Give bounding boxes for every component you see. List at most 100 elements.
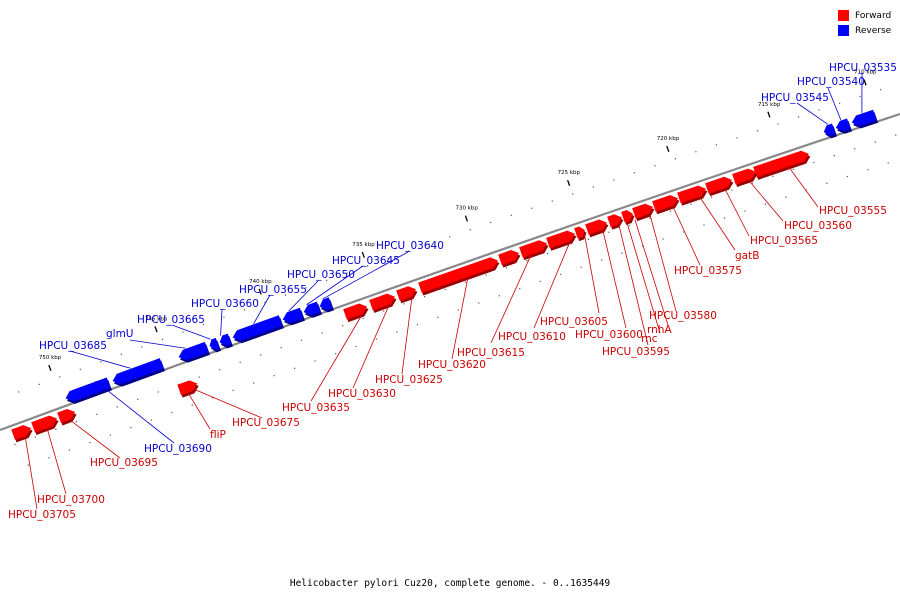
- gene-label-hpcu_03600[interactable]: HPCU_03600: [575, 329, 643, 341]
- scale-ticks: 710 kbp 715 kbp 720 kbp 725 kbp 730 kbp 735 k…: [39, 70, 877, 371]
- gene-arrow-rnha[interactable]: [621, 210, 633, 223]
- gene-label-hpcu_03650[interactable]: HPCU_03650: [287, 269, 355, 281]
- gene-label-hpcu_03685[interactable]: HPCU_03685: [39, 340, 107, 352]
- scale-dot: [161, 338, 163, 341]
- gene-label-hpcu_03630[interactable]: HPCU_03630: [328, 388, 396, 400]
- gene-label-flip[interactable]: fliP: [210, 429, 226, 441]
- gene-label-hpcu_03645[interactable]: HPCU_03645: [332, 255, 400, 267]
- gene-arrow-hpcu_03555[interactable]: [753, 150, 809, 178]
- gene-label-hpcu_03625[interactable]: HPCU_03625: [375, 374, 443, 386]
- leader-line: [748, 180, 784, 222]
- gene-arrow-hpcu_03640[interactable]: [319, 297, 333, 310]
- scale-dot: [649, 217, 651, 219]
- scale-dot: [243, 309, 246, 311]
- gene-label-hpcu_03605[interactable]: HPCU_03605: [540, 316, 608, 328]
- tick-label: 750 kbp: [39, 355, 62, 361]
- gene-label-hpcu_03700[interactable]: HPCU_03700: [37, 494, 105, 506]
- gene-arrow-hpcu_03665[interactable]: [209, 337, 220, 350]
- gene-arrow-hpcu_03620[interactable]: [418, 257, 498, 294]
- gene-arrow-hpcu_03580[interactable]: [632, 203, 653, 219]
- gene-arrow-hpcu_03540[interactable]: [835, 118, 851, 132]
- tick-mark: [666, 145, 670, 152]
- scale-dot: [621, 252, 623, 254]
- gene-label-hpcu_03660[interactable]: HPCU_03660: [191, 298, 259, 310]
- gene-arrow-hpcu_03535[interactable]: [851, 109, 877, 126]
- gene-arrow-hpcu_03560[interactable]: [732, 168, 756, 185]
- scale-dot: [294, 367, 296, 369]
- gene-arrow-hpcu_03545[interactable]: [823, 123, 836, 136]
- gene-label-hpcu_03635[interactable]: HPCU_03635: [282, 402, 350, 414]
- gene-arrow-hpcu_03595[interactable]: [585, 219, 607, 235]
- gene-label-hpcu_03675[interactable]: HPCU_03675: [232, 417, 300, 429]
- tick-mark: [361, 251, 365, 258]
- scale-dot: [223, 316, 225, 318]
- gene-label-hpcu_03555[interactable]: HPCU_03555: [819, 205, 887, 217]
- gene-arrow-hpcu_03575[interactable]: [652, 195, 678, 212]
- gene-label-hpcu_03655[interactable]: HPCU_03655: [239, 284, 307, 296]
- scale-dot: [792, 168, 794, 171]
- gene-arrow-rnc[interactable]: [607, 214, 622, 228]
- leader-line: [827, 87, 842, 121]
- leader-line: [352, 305, 390, 389]
- gene-label-rnc[interactable]: rnc: [641, 333, 658, 345]
- gene-arrow-hpcu_03645[interactable]: [303, 301, 321, 316]
- gene-label-hpcu_03690[interactable]: HPCU_03690: [144, 443, 212, 455]
- gene-arrow-hpcu_03650[interactable]: [282, 307, 304, 323]
- scale-dot: [68, 449, 71, 451]
- gene-arrow-hpcu_03600[interactable]: [574, 226, 585, 239]
- scale-dot: [485, 274, 487, 276]
- gene-label-hpcu_03615[interactable]: HPCU_03615: [457, 347, 525, 359]
- gene-label-hpcu_03620[interactable]: HPCU_03620: [418, 359, 486, 371]
- leader-line: [401, 296, 413, 375]
- gene-label-hpcu_03565[interactable]: HPCU_03565: [750, 235, 818, 247]
- gene-arrow-hpcu_03610[interactable]: [519, 240, 547, 258]
- gene-arrow-hpcu_03660[interactable]: [219, 333, 232, 346]
- gene-arrow-hpcu_03625[interactable]: [396, 286, 416, 301]
- gene-label-hpcu_03580[interactable]: HPCU_03580: [649, 310, 717, 322]
- leader-line: [788, 166, 819, 208]
- gene-label-gatb[interactable]: gatB: [735, 250, 759, 262]
- gene-arrow-hpcu_03630[interactable]: [369, 293, 396, 311]
- gene-label-hpcu_03545[interactable]: HPCU_03545: [761, 92, 829, 104]
- gene-arrow-hpcu_03675[interactable]: [177, 380, 198, 396]
- gene-label-hpcu_03665[interactable]: HPCU_03665: [137, 314, 205, 326]
- gene-arrow-hpcu_03690[interactable]: [65, 377, 111, 402]
- scale-dot: [797, 116, 800, 118]
- gene-arrow-hpcu_03565[interactable]: [705, 176, 732, 194]
- gene-arrow-hpcu_03605[interactable]: [546, 230, 575, 249]
- gene-label-hpcu_03575[interactable]: HPCU_03575: [674, 265, 742, 277]
- scale-dot: [137, 398, 139, 401]
- gene-arrow-hpcu_03700[interactable]: [31, 415, 58, 433]
- scale-dot: [587, 238, 590, 240]
- gene-arrow-gatb[interactable]: [677, 185, 706, 204]
- scale-dot: [751, 182, 753, 184]
- scale-dot: [690, 203, 692, 205]
- gene-arrow-hpcu_03635[interactable]: [343, 303, 368, 320]
- gene-label-rnha[interactable]: rnhA: [647, 324, 672, 336]
- gene-arrow-hpcu_03705[interactable]: [11, 425, 32, 440]
- gene-label-hpcu_03705[interactable]: HPCU_03705: [8, 509, 76, 521]
- gene-label-hpcu_03535[interactable]: HPCU_03535: [829, 62, 897, 74]
- scale-dot: [539, 280, 541, 283]
- scale-dot: [826, 182, 828, 185]
- scale-dot: [202, 323, 205, 326]
- gene-label-hpcu_03640[interactable]: HPCU_03640: [376, 240, 444, 252]
- gene-arrow-hpcu_03685[interactable]: [112, 358, 164, 385]
- scale-dot: [669, 210, 672, 212]
- gene-arrow-hpcu_03695[interactable]: [57, 408, 76, 423]
- scale-dot: [387, 257, 389, 260]
- leader-line: [649, 214, 677, 312]
- scale-dot: [710, 196, 713, 198]
- gene-arrow-glmu[interactable]: [178, 341, 209, 361]
- leader-line: [699, 196, 736, 251]
- gene-label-hpcu_03610[interactable]: HPCU_03610: [498, 331, 566, 343]
- legend-label-reverse: Reverse: [855, 25, 892, 36]
- leader-line: [69, 350, 131, 369]
- gene-label-glmu[interactable]: glmU: [106, 328, 134, 340]
- gene-arrow-hpcu_03615[interactable]: [498, 250, 519, 265]
- gene-label-hpcu_03695[interactable]: HPCU_03695: [90, 457, 158, 469]
- gene-label-hpcu_03595[interactable]: HPCU_03595: [602, 346, 670, 358]
- gene-arrow-hpcu_03655[interactable]: [232, 315, 283, 341]
- gene-label-hpcu_03560[interactable]: HPCU_03560: [784, 220, 852, 232]
- gene-label-hpcu_03540[interactable]: HPCU_03540: [797, 76, 865, 88]
